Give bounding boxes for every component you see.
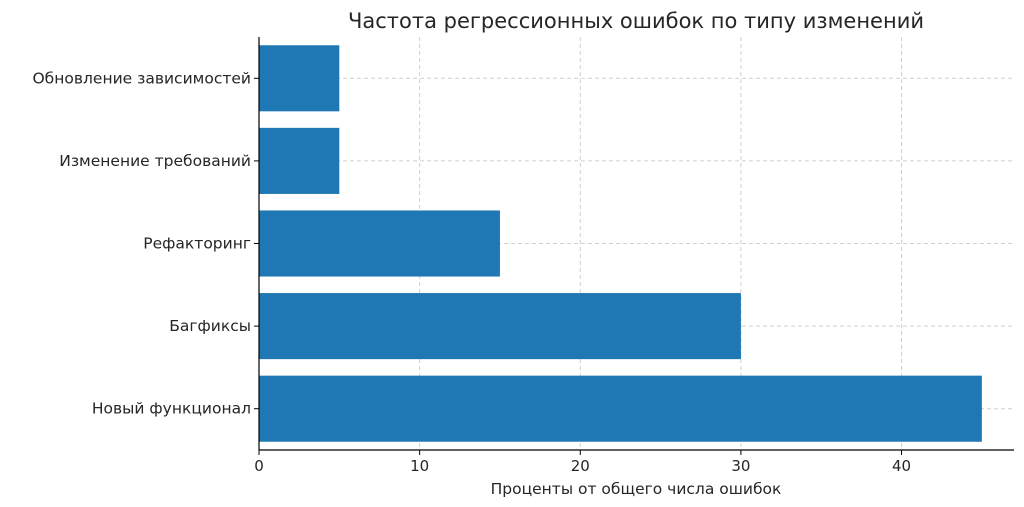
x-tick-label: 30 bbox=[731, 457, 750, 475]
bar bbox=[259, 210, 500, 277]
bar bbox=[259, 375, 982, 442]
x-axis-ticks: 0 10 20 30 40 bbox=[254, 450, 911, 475]
bars-layer bbox=[259, 45, 982, 442]
category-label: Рефакторинг bbox=[143, 235, 251, 253]
category-label: Изменение требований bbox=[59, 152, 251, 170]
category-label: Обновление зависимостей bbox=[32, 69, 251, 87]
x-tick-label: 0 bbox=[254, 457, 264, 475]
x-tick-label: 10 bbox=[410, 457, 429, 475]
x-tick-label: 20 bbox=[571, 457, 590, 475]
bar bbox=[259, 45, 340, 112]
bar bbox=[259, 127, 340, 194]
category-label: Новый функционал bbox=[92, 400, 251, 418]
bar bbox=[259, 293, 741, 360]
category-labels: Новый функционал Багфиксы Рефакторинг Измен… bbox=[32, 69, 259, 418]
x-tick-label: 40 bbox=[892, 457, 911, 475]
x-axis-label: Проценты от общего числа ошибок bbox=[491, 480, 782, 498]
chart-title: Частота регрессионных ошибок по типу изм… bbox=[348, 9, 924, 33]
category-label: Багфиксы bbox=[169, 317, 251, 335]
